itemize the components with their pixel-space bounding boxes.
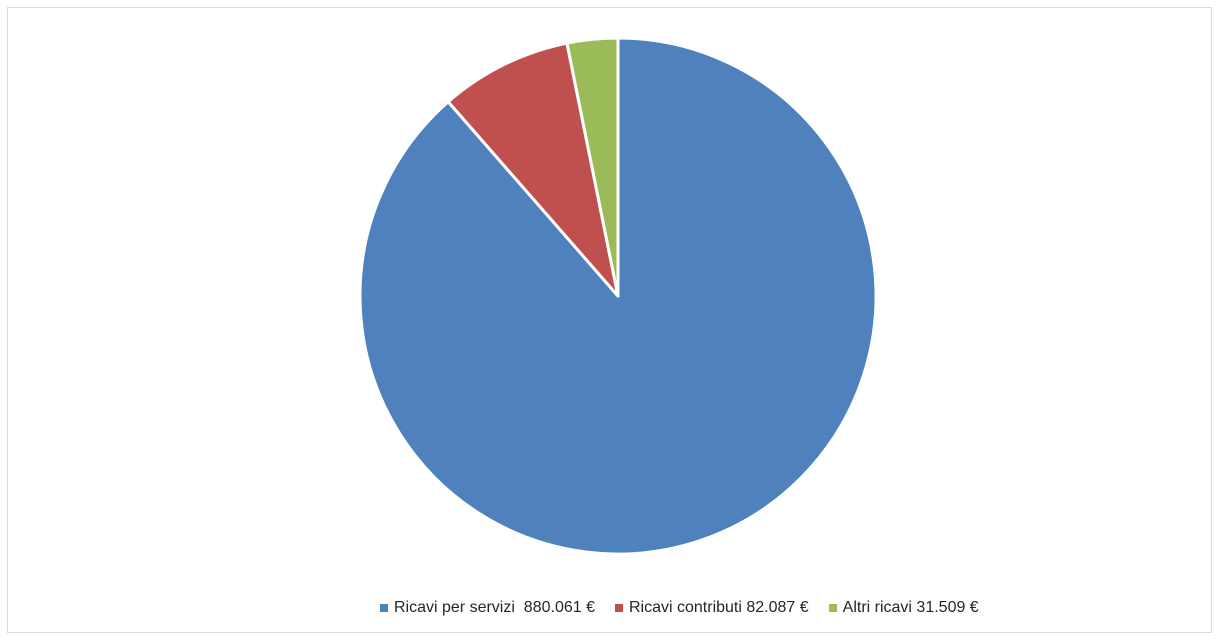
legend-swatch-ricavi-servizi bbox=[380, 604, 388, 612]
legend-item-ricavi-servizi: Ricavi per servizi 880.061 € bbox=[380, 599, 595, 617]
pie-slice-ricavi-contributi bbox=[446, 41, 620, 298]
legend-item-altri-ricavi: Altri ricavi 31.509 € bbox=[828, 599, 979, 617]
legend-label-ricavi-contributi: Ricavi contributi 82.087 € bbox=[628, 599, 809, 616]
legend-label-altri-ricavi: Altri ricavi 31.509 € bbox=[842, 599, 979, 616]
legend-label-ricavi-servizi: Ricavi per servizi 880.061 € bbox=[394, 599, 595, 616]
pie-slices bbox=[358, 36, 878, 556]
pie-slice-altri-ricavi bbox=[565, 36, 620, 298]
legend-swatch-ricavi-contributi bbox=[614, 604, 623, 612]
pie-chart bbox=[358, 36, 878, 556]
chart-area: Ricavi per servizi 880.061 € Ricavi cont… bbox=[7, 7, 1212, 633]
legend-swatch-altri-ricavi bbox=[828, 604, 837, 612]
legend-item-ricavi-contributi: Ricavi contributi 82.087 € bbox=[614, 599, 809, 617]
chart-legend: Ricavi per servizi 880.061 € Ricavi cont… bbox=[380, 599, 979, 617]
